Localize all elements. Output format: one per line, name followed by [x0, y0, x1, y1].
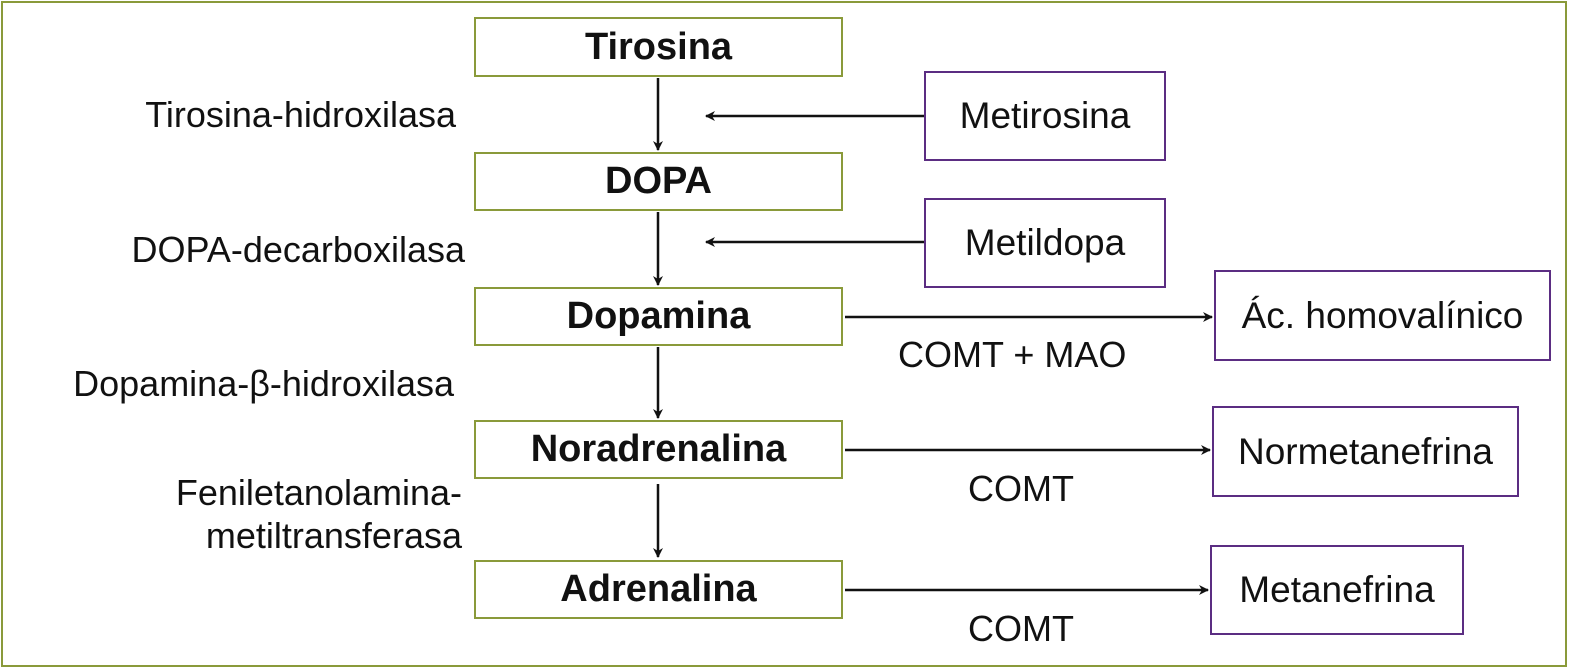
enzyme-tirosina-hidroxilasa: Tirosina-hidroxilasa — [145, 94, 456, 135]
product-metanefrina: Metanefrina — [1210, 545, 1464, 635]
metabolite-tirosina: Tirosina — [474, 17, 843, 77]
metabolite-noradrenalina: Noradrenalina — [474, 420, 843, 479]
enzyme-dopamina-beta-hidroxilasa: Dopamina-β-hidroxilasa — [73, 363, 454, 404]
enzyme-pnmt-line1: Feniletanolamina- — [175, 472, 462, 513]
product-normetanefrina: Normetanefrina — [1212, 406, 1519, 497]
metabolite-dopamina: Dopamina — [474, 287, 843, 346]
metabolite-adrenalina: Adrenalina — [474, 560, 843, 619]
inhibitor-metildopa: Metildopa — [924, 198, 1166, 288]
metabolite-dopa: DOPA — [474, 152, 843, 211]
label-comt-mao: COMT + MAO — [898, 334, 1127, 375]
enzyme-dopa-decarboxilasa: DOPA-decarboxilasa — [131, 229, 465, 270]
inhibitor-metirosina: Metirosina — [924, 71, 1166, 161]
product-homovalinico: Ác. homovalínico — [1214, 270, 1551, 361]
enzyme-pnmt-line2: metiltransferasa — [205, 515, 462, 556]
label-comt-metanefrina: COMT — [968, 608, 1074, 649]
label-comt-normetanefrina: COMT — [968, 468, 1074, 509]
